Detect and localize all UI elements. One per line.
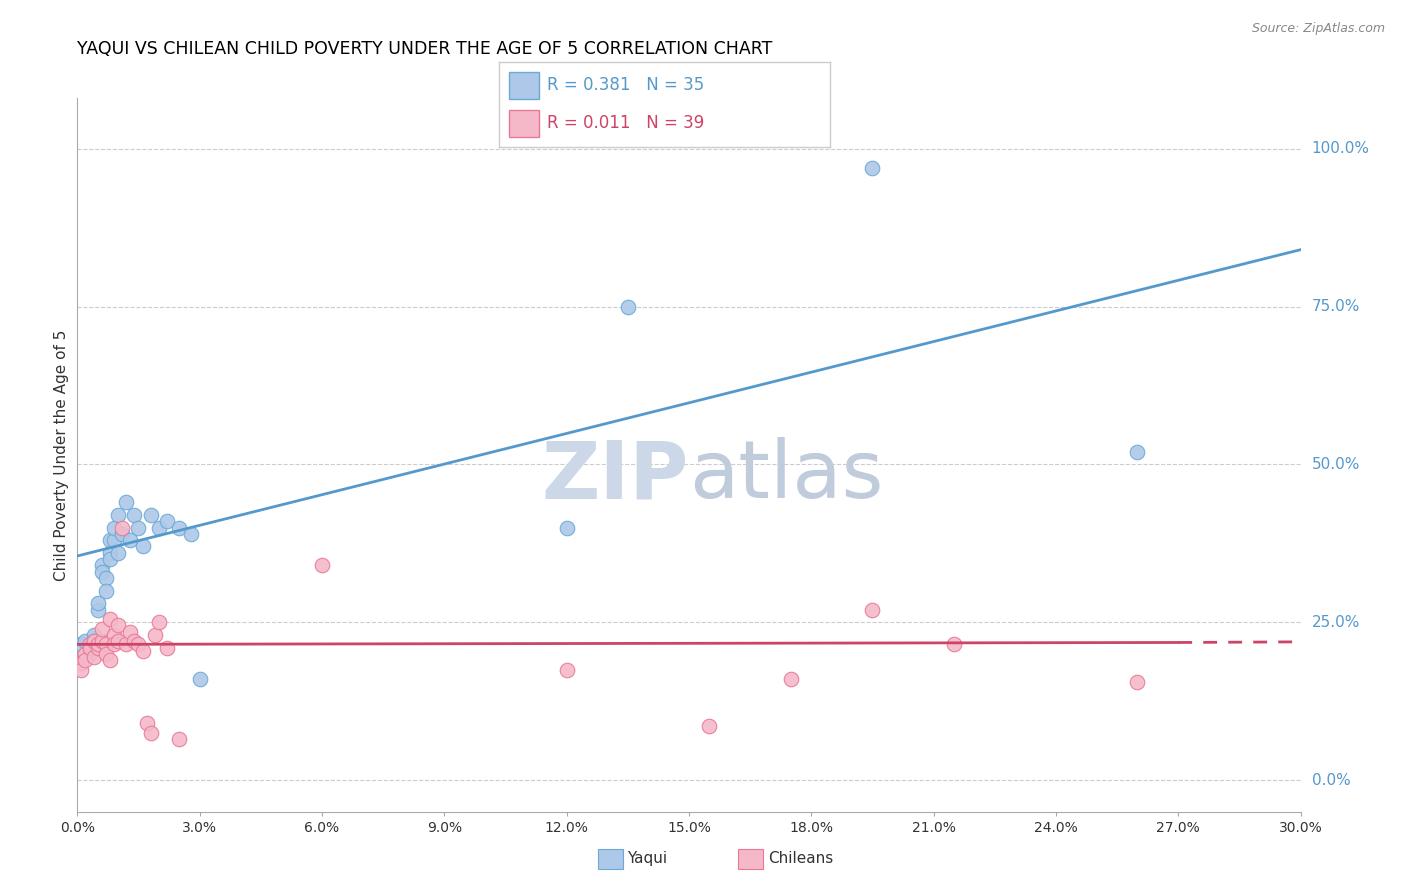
Point (124, 634, 146, 648)
Point (120, 624, 142, 639)
Point (83, 628, 105, 642)
Point (148, 520, 170, 534)
Point (107, 546, 129, 560)
Point (87, 602, 110, 616)
Point (111, 520, 134, 534)
Text: R = 0.011   N = 39: R = 0.011 N = 39 (547, 114, 704, 132)
Point (1126, 675, 1149, 690)
Point (98, 552, 121, 566)
Point (156, 640, 179, 655)
Bar (509, 110, 538, 137)
Point (83, 634, 105, 648)
Point (942, 637, 965, 651)
Point (75, 634, 97, 648)
Point (143, 628, 166, 642)
Point (169, 520, 191, 534)
Point (83, 634, 105, 648)
Point (70, 637, 93, 651)
Point (79, 640, 101, 655)
Point (779, 672, 801, 686)
Point (103, 533, 125, 548)
Point (180, 526, 202, 541)
Point (311, 558, 333, 573)
Point (83, 650, 105, 665)
Point (94, 637, 117, 651)
Point (79, 640, 101, 655)
Point (90, 622, 112, 636)
Point (79, 647, 101, 661)
Point (148, 615, 170, 630)
Point (107, 618, 129, 632)
Point (87, 640, 110, 655)
Point (98, 653, 121, 667)
Point (862, 602, 884, 616)
Point (135, 716, 157, 731)
Point (699, 719, 721, 733)
Text: Source: ZipAtlas.com: Source: ZipAtlas.com (1251, 22, 1385, 36)
Text: atlas: atlas (689, 437, 883, 516)
Point (103, 637, 125, 651)
Point (75, 653, 97, 667)
Point (79, 637, 101, 651)
Point (156, 514, 179, 528)
Point (90, 558, 112, 573)
Point (98, 546, 121, 560)
Point (90, 634, 112, 648)
Point (555, 520, 578, 534)
Point (188, 672, 211, 686)
Text: ZIP: ZIP (541, 437, 689, 516)
Point (1126, 444, 1149, 458)
Y-axis label: Child Poverty Under the Age of 5: Child Poverty Under the Age of 5 (53, 329, 69, 581)
Point (87, 637, 110, 651)
Text: 25.0%: 25.0% (1312, 615, 1360, 630)
Text: 50.0%: 50.0% (1312, 457, 1360, 472)
Point (169, 732, 191, 747)
Point (127, 520, 149, 534)
Point (75, 647, 97, 661)
Point (139, 726, 162, 740)
Point (103, 520, 125, 534)
Text: 75.0%: 75.0% (1312, 299, 1360, 314)
Point (103, 628, 125, 642)
Point (111, 526, 134, 541)
Text: Yaqui: Yaqui (627, 852, 668, 866)
Point (131, 540, 153, 554)
Point (70, 657, 93, 671)
Text: 0.0%: 0.0% (1312, 772, 1350, 788)
Point (70, 663, 93, 677)
Point (98, 533, 121, 548)
Point (107, 634, 129, 648)
Point (94, 647, 117, 661)
Point (107, 508, 129, 522)
Point (120, 533, 142, 548)
Point (98, 612, 121, 626)
Point (862, 161, 884, 175)
Text: YAQUI VS CHILEAN CHILD POVERTY UNDER THE AGE OF 5 CORRELATION CHART: YAQUI VS CHILEAN CHILD POVERTY UNDER THE… (77, 40, 773, 58)
Bar (509, 71, 538, 99)
Point (555, 663, 578, 677)
Point (87, 596, 110, 610)
Point (139, 508, 162, 522)
Point (115, 637, 138, 651)
Text: 100.0%: 100.0% (1312, 141, 1369, 156)
Point (127, 637, 149, 651)
Point (124, 508, 146, 522)
Point (617, 300, 640, 314)
Point (131, 643, 153, 657)
Point (94, 571, 117, 585)
Point (115, 495, 138, 509)
Text: R = 0.381   N = 35: R = 0.381 N = 35 (547, 77, 704, 95)
Text: Chileans: Chileans (768, 852, 832, 866)
Point (94, 583, 117, 598)
Point (90, 565, 112, 579)
